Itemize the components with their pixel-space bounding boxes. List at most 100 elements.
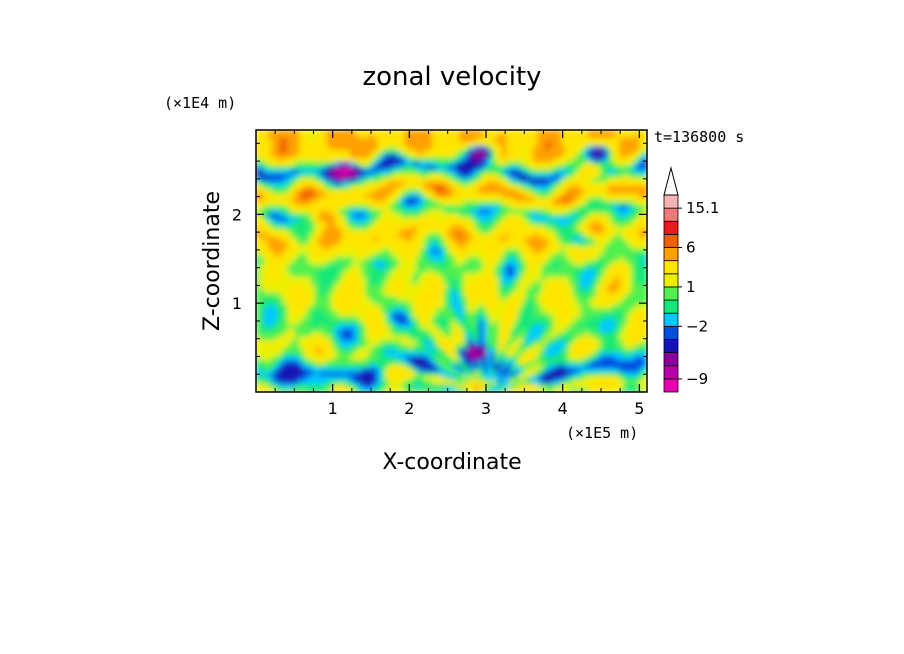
field-cell bbox=[396, 145, 402, 151]
field-cell bbox=[322, 324, 327, 330]
field-cell bbox=[314, 169, 320, 175]
field-cell bbox=[455, 376, 460, 381]
field-cell bbox=[326, 221, 331, 226]
field-cell bbox=[279, 288, 284, 294]
field-cell bbox=[318, 193, 324, 199]
field-cell bbox=[428, 300, 433, 306]
field-cell bbox=[412, 384, 417, 389]
field-cell bbox=[510, 304, 515, 310]
field-cell bbox=[525, 264, 531, 270]
field-cell bbox=[299, 284, 304, 290]
field-cell bbox=[349, 272, 355, 278]
field-cell bbox=[416, 368, 421, 373]
field-cell bbox=[338, 384, 343, 389]
field-cell bbox=[353, 177, 359, 183]
field-cell bbox=[545, 205, 550, 210]
field-cell bbox=[412, 157, 417, 163]
field-cell bbox=[482, 268, 488, 274]
field-cell bbox=[498, 205, 503, 210]
field-cell bbox=[295, 189, 300, 195]
field-cell bbox=[541, 137, 546, 143]
field-cell bbox=[330, 189, 335, 195]
field-cell bbox=[267, 149, 273, 155]
field-cell bbox=[400, 261, 406, 266]
field-cell bbox=[326, 161, 331, 167]
field-cell bbox=[521, 336, 527, 341]
field-cell bbox=[326, 217, 331, 222]
field-cell bbox=[267, 130, 273, 135]
field-cell bbox=[373, 356, 378, 361]
field-cell bbox=[326, 237, 331, 242]
field-cell bbox=[408, 300, 413, 306]
field-cell bbox=[549, 169, 554, 175]
field-cell bbox=[471, 268, 476, 274]
field-cell bbox=[525, 165, 531, 171]
field-cell bbox=[334, 253, 339, 258]
field-cell bbox=[435, 280, 441, 286]
field-cell bbox=[467, 225, 472, 230]
field-cell bbox=[302, 380, 308, 385]
field-cell bbox=[291, 316, 296, 322]
field-cell bbox=[467, 364, 472, 369]
field-cell bbox=[365, 328, 370, 334]
field-cell bbox=[361, 141, 367, 147]
field-cell bbox=[494, 388, 500, 392]
field-cell bbox=[295, 284, 300, 290]
field-cell bbox=[412, 300, 417, 306]
field-cell bbox=[506, 340, 511, 345]
field-cell bbox=[310, 157, 316, 163]
field-cell bbox=[388, 185, 394, 191]
field-cell bbox=[287, 296, 292, 302]
field-cell bbox=[486, 296, 492, 302]
field-cell bbox=[345, 241, 351, 246]
field-cell bbox=[295, 237, 300, 242]
field-cell bbox=[435, 312, 441, 318]
field-cell bbox=[443, 245, 449, 250]
field-cell bbox=[549, 249, 554, 254]
field-cell bbox=[396, 280, 402, 286]
field-cell bbox=[424, 201, 429, 207]
field-cell bbox=[424, 288, 429, 294]
field-cell bbox=[537, 280, 543, 286]
field-cell bbox=[416, 221, 421, 226]
field-cell bbox=[443, 332, 449, 338]
field-cell bbox=[299, 189, 304, 195]
field-cell bbox=[533, 137, 539, 143]
field-cell bbox=[435, 352, 441, 357]
field-cell bbox=[494, 217, 500, 222]
field-cell bbox=[545, 280, 550, 286]
field-cell bbox=[338, 189, 343, 195]
field-cell bbox=[482, 173, 488, 179]
field-cell bbox=[267, 233, 273, 238]
field-cell bbox=[443, 169, 449, 175]
field-cell bbox=[287, 185, 292, 191]
field-cell bbox=[400, 181, 406, 187]
field-cell bbox=[431, 352, 437, 357]
field-cell bbox=[521, 245, 527, 250]
field-cell bbox=[295, 153, 300, 159]
field-cell bbox=[451, 137, 457, 143]
field-cell bbox=[533, 209, 539, 214]
field-cell bbox=[381, 185, 386, 191]
field-cell bbox=[471, 360, 476, 365]
field-cell bbox=[510, 364, 515, 369]
field-cell bbox=[365, 280, 370, 286]
field-cell bbox=[482, 376, 488, 381]
field-cell bbox=[291, 376, 296, 381]
field-cell bbox=[467, 280, 472, 286]
field-cell bbox=[388, 276, 394, 282]
field-cell bbox=[471, 312, 476, 318]
field-cell bbox=[287, 312, 292, 318]
field-cell bbox=[478, 177, 484, 183]
field-cell bbox=[302, 209, 308, 214]
field-cell bbox=[506, 380, 511, 385]
field-cell bbox=[334, 149, 339, 155]
field-cell bbox=[259, 364, 265, 369]
field-cell bbox=[529, 225, 535, 230]
field-cell bbox=[306, 276, 312, 282]
field-cell bbox=[463, 181, 468, 187]
field-cell bbox=[482, 372, 488, 377]
field-cell bbox=[435, 261, 441, 266]
field-cell bbox=[291, 388, 296, 392]
field-cell bbox=[514, 360, 519, 365]
